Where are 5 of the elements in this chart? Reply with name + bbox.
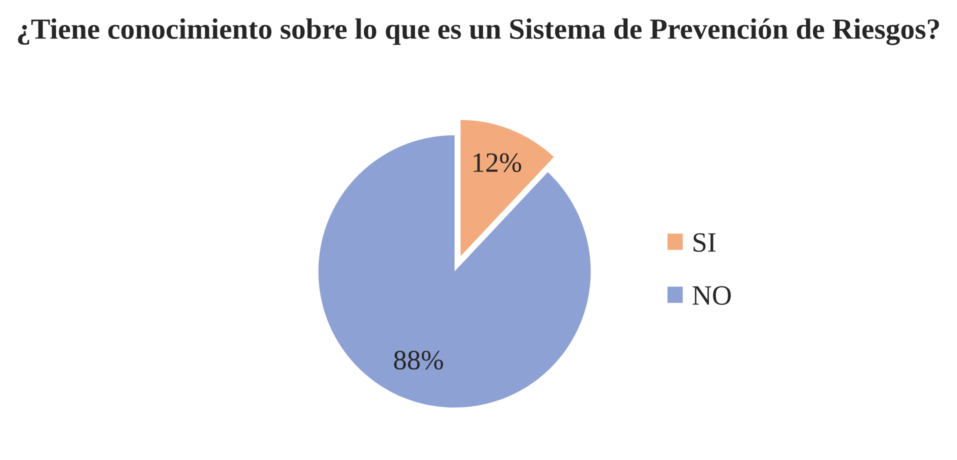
legend-label: NO [692,286,731,305]
data-label: 12% [474,153,522,172]
chart-title: ¿Tiene conocimiento sobre lo que es un Sistema de Prevención de Riesgos? [18,18,939,46]
data-label: 88% [394,350,443,370]
legend-label: SI [694,233,716,252]
